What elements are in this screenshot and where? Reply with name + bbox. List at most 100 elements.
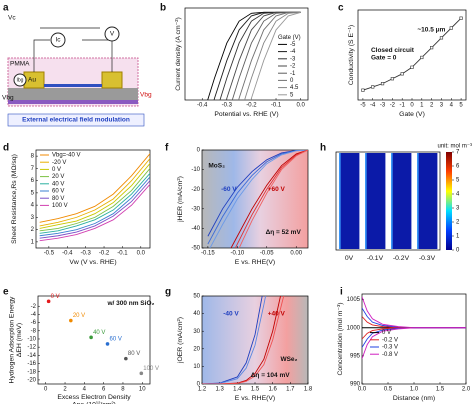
x-tick-label: -0.2 bbox=[99, 251, 110, 257]
x-tick-label: -3 bbox=[380, 103, 386, 109]
point bbox=[46, 299, 51, 304]
marker bbox=[430, 46, 434, 50]
heat-column bbox=[365, 153, 386, 249]
y-tick-label: 3 bbox=[31, 215, 35, 221]
annotation: ~10.5 μm bbox=[417, 27, 445, 34]
x-tick-label: -0.2V bbox=[393, 255, 410, 262]
annotation: Closed circuit bbox=[371, 47, 415, 54]
point bbox=[124, 356, 128, 361]
colorbar-tick-label: 7 bbox=[456, 150, 460, 156]
point-label: 20 V bbox=[73, 313, 85, 319]
x-tick-label: -4 bbox=[370, 103, 376, 109]
legend-label: -5 bbox=[290, 42, 296, 48]
panel-label: i bbox=[340, 287, 343, 298]
y-tick-label: -10 bbox=[191, 167, 200, 173]
series-line bbox=[39, 158, 150, 227]
legend-label: -4 bbox=[290, 49, 296, 55]
y-tick-label: -12 bbox=[27, 345, 36, 351]
y-tick-label: 50 bbox=[193, 294, 200, 300]
marker bbox=[371, 85, 375, 89]
x-tick-label: 1.3 bbox=[215, 387, 224, 393]
x-tick-label: -0.1V bbox=[367, 255, 384, 262]
y-tick-label: 30 bbox=[193, 329, 200, 335]
series-line bbox=[202, 296, 267, 384]
x-tick-label: 1.8 bbox=[304, 387, 313, 393]
legend-label: 4.5 bbox=[290, 85, 299, 91]
y-tick-label: -40 bbox=[191, 226, 200, 232]
y-tick-label: 1000 bbox=[347, 325, 361, 331]
colorbar-tick-label: 1 bbox=[456, 234, 460, 240]
panel-label: f bbox=[165, 143, 169, 154]
colorbar-tick-label: 2 bbox=[456, 220, 460, 226]
series-line bbox=[39, 180, 150, 239]
annotation: w/ 300 nm SiO₂ bbox=[106, 300, 154, 307]
legend-label: Vbg=-40 V bbox=[52, 153, 81, 159]
x-tick-label: -0.4 bbox=[62, 251, 73, 257]
panel-label: d bbox=[3, 143, 9, 154]
point-label: 60 V bbox=[110, 336, 122, 342]
point bbox=[105, 342, 110, 346]
x-tick-label: 4 bbox=[450, 103, 454, 109]
legend-label: -2 bbox=[290, 64, 296, 70]
series-line bbox=[230, 150, 308, 248]
annotation: Gate = 0 bbox=[371, 54, 397, 61]
x-tick-label: 0V bbox=[345, 255, 354, 262]
heat-column bbox=[391, 153, 412, 249]
marker bbox=[439, 36, 444, 40]
series-line bbox=[244, 11, 301, 100]
legend-label: -1 bbox=[290, 71, 296, 77]
legend-label: -0.2 V bbox=[382, 337, 398, 343]
y-tick-label: 20 bbox=[193, 346, 200, 352]
x-tick-label: -0.1 bbox=[271, 103, 282, 109]
legend-label: 80 V bbox=[52, 196, 64, 202]
label: Ic bbox=[55, 37, 61, 44]
annotation: Δη = 52 mV bbox=[266, 229, 302, 236]
y-axis-label: Sheet Resistance,Rs (MΩ/sq) bbox=[11, 154, 18, 244]
x-tick-label: 4 bbox=[83, 387, 87, 393]
x-tick-label: 1.0 bbox=[410, 387, 419, 393]
x-tick-label: 8 bbox=[121, 387, 125, 393]
plot-frame bbox=[361, 293, 467, 385]
annotation: WSe₂ bbox=[280, 356, 297, 363]
x-tick-label: 1.5 bbox=[251, 387, 260, 393]
marker bbox=[390, 77, 394, 81]
x-tick-label: -2 bbox=[390, 103, 396, 109]
substrate bbox=[8, 88, 138, 102]
series-line bbox=[231, 11, 301, 100]
legend-label: 0 V bbox=[52, 167, 61, 173]
x-tick-label: -0.3 bbox=[80, 251, 91, 257]
x-tick-label: 1.2 bbox=[198, 387, 207, 393]
label: Vbg bbox=[2, 95, 14, 102]
y-tick-label: -6 bbox=[31, 320, 37, 326]
y-tick-label: 0 bbox=[197, 148, 201, 154]
x-tick-label: 2 bbox=[430, 103, 434, 109]
y-tick-label: 2 bbox=[31, 227, 35, 233]
x-tick-label: 0 bbox=[410, 103, 414, 109]
point-label: 0 V bbox=[51, 294, 60, 300]
legend-label: 60 V bbox=[52, 189, 64, 195]
legend-label: 40 V bbox=[52, 181, 64, 187]
x-axis-label: Gate (V) bbox=[399, 111, 425, 118]
label: V bbox=[110, 31, 115, 38]
meter bbox=[13, 73, 27, 87]
y-tick-label: 4 bbox=[31, 203, 35, 209]
annotation: Δη = 104 mV bbox=[251, 372, 290, 379]
colorbar bbox=[446, 152, 452, 250]
plot-frame bbox=[35, 149, 151, 249]
colorbar-tick-label: 5 bbox=[456, 178, 460, 184]
x-tick-label: 0.0 bbox=[358, 387, 367, 393]
y-tick-label: -4 bbox=[31, 312, 37, 318]
legend-label: 100 V bbox=[52, 203, 68, 209]
point-label: 40 V bbox=[93, 330, 105, 336]
y-tick-label: -20 bbox=[191, 187, 200, 193]
x-tick-label: 1.4 bbox=[233, 387, 242, 393]
colorbar-tick-label: 6 bbox=[456, 164, 460, 170]
marker bbox=[420, 55, 424, 60]
label: Vbg bbox=[140, 92, 152, 99]
y-axis-label: jOER (mA/cm²) bbox=[177, 317, 184, 364]
legend-label: -3 bbox=[290, 56, 296, 62]
x-tick-label: 0.0 bbox=[137, 251, 146, 257]
y-tick-label: 990 bbox=[350, 382, 361, 388]
point bbox=[69, 318, 73, 323]
